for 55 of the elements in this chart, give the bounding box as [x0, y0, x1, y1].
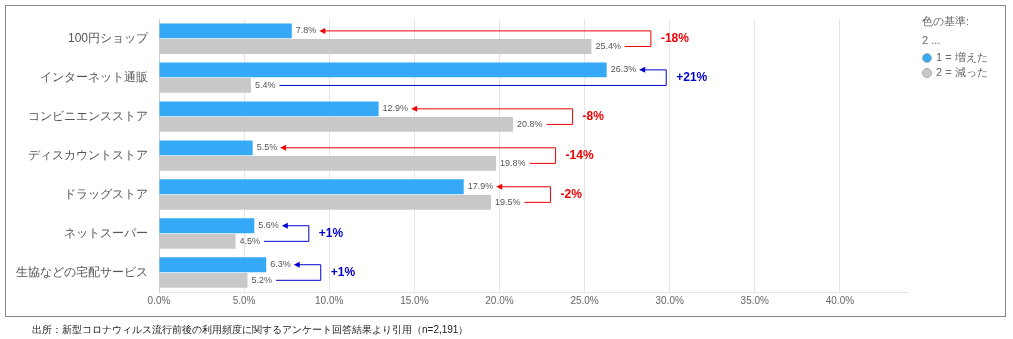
x-tick-label: 40.0% — [825, 294, 855, 306]
x-tick-label: 5.0% — [232, 294, 256, 306]
x-tick-label: 15.0% — [400, 294, 429, 306]
data-label: 5.2% — [251, 274, 273, 285]
annotation: +21% — [676, 69, 708, 84]
annotation: -14% — [565, 147, 594, 162]
y-tick-label: ディスカウントストア — [28, 147, 148, 162]
data-label: 4.5% — [239, 235, 261, 246]
y-tick-label: ネットスーパー — [64, 225, 148, 240]
annotation: +1% — [318, 225, 344, 240]
annotation: +1% — [330, 264, 356, 279]
data-label: 25.4% — [595, 40, 621, 51]
legend-title: 色の基準: 2 ... — [922, 14, 971, 48]
y-tick-label: ドラッグストア — [64, 186, 148, 201]
annotation: -8% — [582, 108, 605, 123]
x-tick-label: 35.0% — [740, 294, 770, 306]
y-tick-label: 生協などの宅配サービス — [16, 264, 148, 279]
bar — [159, 39, 592, 54]
bar — [159, 23, 292, 39]
data-label: 19.5% — [494, 196, 521, 207]
text: 出所：新型コロナウィルス流行前後の利用頻度に関するアンケート回答結果より引用（n=2,191） — [32, 323, 470, 337]
bar — [159, 62, 607, 78]
y-tick-label: 100円ショップ — [67, 31, 149, 45]
bar — [159, 194, 491, 210]
data-label: 17.9% — [467, 181, 494, 192]
y-tick-label: コンビニエンスストア — [28, 108, 148, 123]
annotation: -18% — [660, 31, 690, 45]
x-tick-label: 0.0% — [147, 294, 171, 306]
data-label: 26.3% — [610, 64, 637, 75]
data-label: 6.3% — [270, 259, 291, 270]
y-tick-label: インターネット通販 — [40, 69, 148, 84]
bar — [159, 101, 379, 117]
bar — [159, 140, 253, 156]
x-tick-label: 25.0% — [570, 294, 599, 306]
data-label: 12.9% — [382, 103, 409, 114]
bar — [159, 257, 267, 273]
legend-label: 1 = 増えた — [936, 50, 988, 65]
bar — [159, 155, 497, 171]
bar — [159, 78, 251, 93]
bar — [159, 272, 248, 288]
bar — [159, 117, 514, 132]
x-tick-label: 10.0% — [315, 294, 344, 306]
legend-label: 2 = 減った — [936, 65, 988, 80]
data-label: 20.8% — [517, 118, 543, 129]
bar — [159, 218, 255, 234]
bar — [159, 179, 464, 195]
data-label: 5.5% — [256, 142, 278, 153]
data-label: 5.6% — [258, 220, 279, 231]
data-label: 19.8% — [500, 157, 526, 168]
data-label: 7.8% — [295, 25, 317, 36]
data-label: 5.4% — [254, 79, 276, 90]
x-tick-label: 30.0% — [655, 294, 684, 306]
annotation: -2% — [560, 186, 583, 201]
x-tick-label: 20.0% — [485, 294, 514, 306]
bar — [159, 233, 236, 249]
